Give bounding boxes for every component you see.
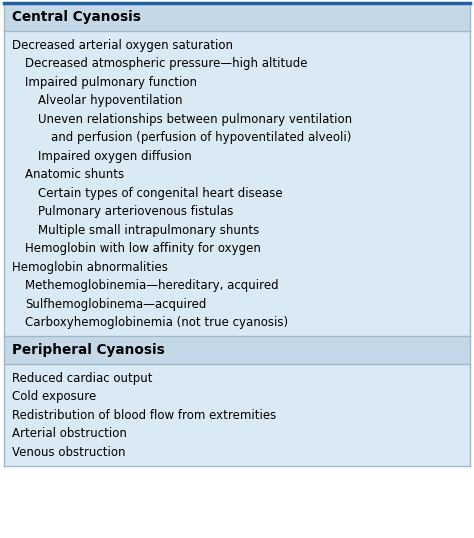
FancyBboxPatch shape (4, 336, 470, 364)
Text: Venous obstruction: Venous obstruction (12, 446, 126, 459)
FancyBboxPatch shape (4, 364, 470, 465)
FancyBboxPatch shape (4, 3, 470, 31)
Text: Uneven relationships between pulmonary ventilation: Uneven relationships between pulmonary v… (38, 113, 352, 126)
Text: Cold exposure: Cold exposure (12, 390, 96, 404)
Text: Reduced cardiac output: Reduced cardiac output (12, 372, 153, 385)
Text: Arterial obstruction: Arterial obstruction (12, 427, 127, 440)
Text: Hemoglobin abnormalities: Hemoglobin abnormalities (12, 261, 168, 274)
Text: and perfusion (perfusion of hypoventilated alveoli): and perfusion (perfusion of hypoventilat… (51, 131, 351, 144)
Text: Decreased arterial oxygen saturation: Decreased arterial oxygen saturation (12, 39, 233, 52)
Text: Redistribution of blood flow from extremities: Redistribution of blood flow from extrem… (12, 409, 276, 422)
Text: Methemoglobinemia—hereditary, acquired: Methemoglobinemia—hereditary, acquired (25, 279, 279, 292)
Text: Anatomic shunts: Anatomic shunts (25, 168, 124, 181)
Text: Impaired oxygen diffusion: Impaired oxygen diffusion (38, 150, 192, 163)
Text: Impaired pulmonary function: Impaired pulmonary function (25, 76, 197, 89)
Text: Multiple small intrapulmonary shunts: Multiple small intrapulmonary shunts (38, 224, 259, 237)
Text: Alveolar hypoventilation: Alveolar hypoventilation (38, 94, 182, 107)
Text: Central Cyanosis: Central Cyanosis (12, 10, 141, 24)
Text: Sulfhemoglobinema—acquired: Sulfhemoglobinema—acquired (25, 298, 206, 311)
Text: Pulmonary arteriovenous fistulas: Pulmonary arteriovenous fistulas (38, 206, 233, 218)
Text: Certain types of congenital heart disease: Certain types of congenital heart diseas… (38, 187, 283, 200)
FancyBboxPatch shape (4, 31, 470, 336)
Text: Peripheral Cyanosis: Peripheral Cyanosis (12, 343, 165, 357)
Text: Decreased atmospheric pressure—high altitude: Decreased atmospheric pressure—high alti… (25, 57, 308, 70)
Text: Hemoglobin with low affinity for oxygen: Hemoglobin with low affinity for oxygen (25, 242, 261, 255)
Text: Carboxyhemoglobinemia (not true cyanosis): Carboxyhemoglobinemia (not true cyanosis… (25, 316, 288, 329)
